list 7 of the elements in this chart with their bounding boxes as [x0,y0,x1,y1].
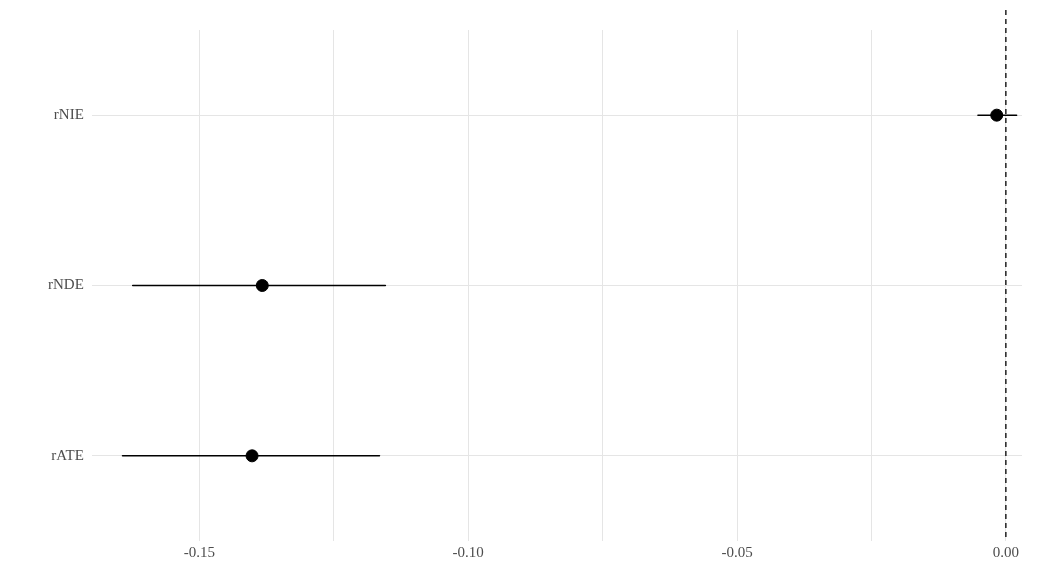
y-tick-label: rNDE [47,276,84,293]
x-tick-label: -0.10 [452,543,484,560]
x-tick-label: -0.05 [721,543,753,560]
x-tick-label: 0.00 [992,543,1019,560]
x-tick-label: -0.15 [183,543,215,560]
y-tick-label: rNIE [53,106,84,123]
y-tick-label: rATE [51,446,84,463]
